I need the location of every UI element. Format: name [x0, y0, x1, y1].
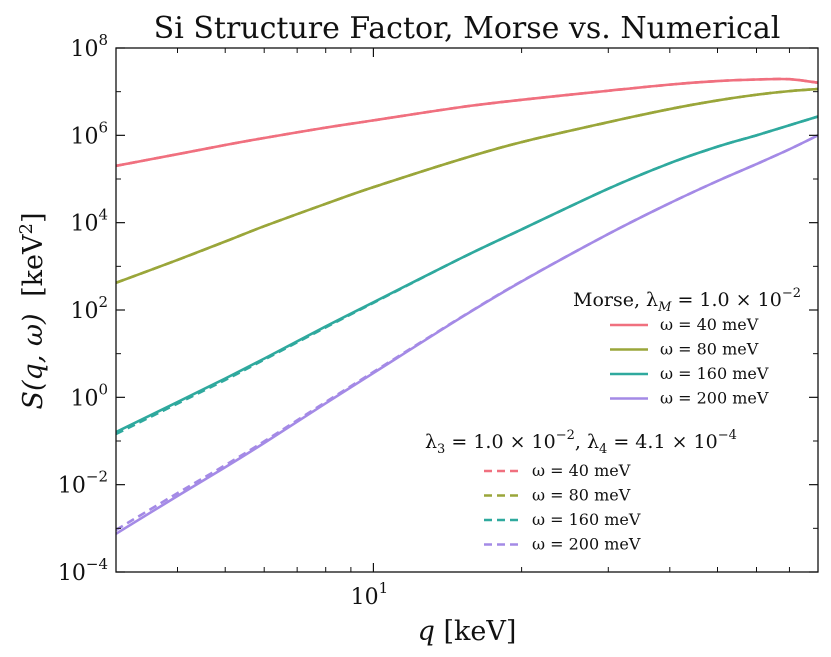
series-line-solid-1 — [116, 87, 818, 284]
legend-entry-label: ω = 200 meV — [532, 535, 641, 554]
chart-title: Si Structure Factor, Morse vs. Numerical — [154, 11, 781, 46]
legend-entry-label: ω = 160 meV — [532, 510, 641, 529]
y-tick-label: 10−4 — [58, 555, 108, 586]
y-axis-label-close: ] — [18, 213, 49, 224]
y-tick-label: 10−2 — [58, 468, 108, 499]
series-line-dashed-3 — [116, 134, 818, 532]
legend-morse-title: Morse, λM = 1.0 × 10−2 — [573, 286, 801, 315]
legend-entry-label: ω = 40 meV — [660, 315, 759, 334]
x-axis-label-var: q — [418, 616, 435, 647]
x-axis-label: q [keV] — [418, 616, 517, 647]
legend-entry-label: ω = 80 meV — [532, 486, 631, 505]
legend-numerical: λ3 = 1.0 × 10−2, λ4 = 4.1 × 10−4 ω = 40 … — [425, 428, 737, 554]
legend-entry-label: ω = 80 meV — [660, 340, 759, 359]
y-tick-label: 106 — [70, 118, 108, 149]
y-axis-label-text: S(q, ω) — [18, 313, 49, 409]
x-tick-label: 101 — [351, 579, 389, 610]
y-axis-label-sup: 2 — [16, 223, 37, 234]
series-line-dashed-2 — [116, 115, 818, 436]
series-line-solid-3 — [116, 134, 818, 535]
y-tick-label: 104 — [70, 206, 108, 237]
x-axis-label-unit: [keV] — [443, 616, 516, 647]
y-tick-label: 100 — [70, 380, 108, 411]
series-line-solid-2 — [116, 115, 818, 434]
series-line-solid-0 — [116, 77, 818, 168]
legend-morse: Morse, λM = 1.0 × 10−2 ω = 40 meV ω = 80 … — [573, 286, 801, 408]
y-tick-label: 102 — [70, 293, 108, 324]
plot-frame — [115, 47, 819, 573]
y-tick-label: 108 — [70, 31, 108, 62]
legend-numerical-title: λ3 = 1.0 × 10−2, λ4 = 4.1 × 10−4 — [425, 428, 737, 457]
y-axis-label-unit: [keV — [18, 234, 49, 297]
legend-entry-label: ω = 160 meV — [660, 364, 769, 383]
series-line-dashed-1 — [116, 87, 818, 284]
series-line-dashed-0 — [116, 77, 818, 168]
y-axis-label: S(q, ω) [keV2] — [16, 213, 49, 410]
legend-entry-label: ω = 200 meV — [660, 389, 769, 408]
legend-entry-label: ω = 40 meV — [532, 461, 631, 480]
